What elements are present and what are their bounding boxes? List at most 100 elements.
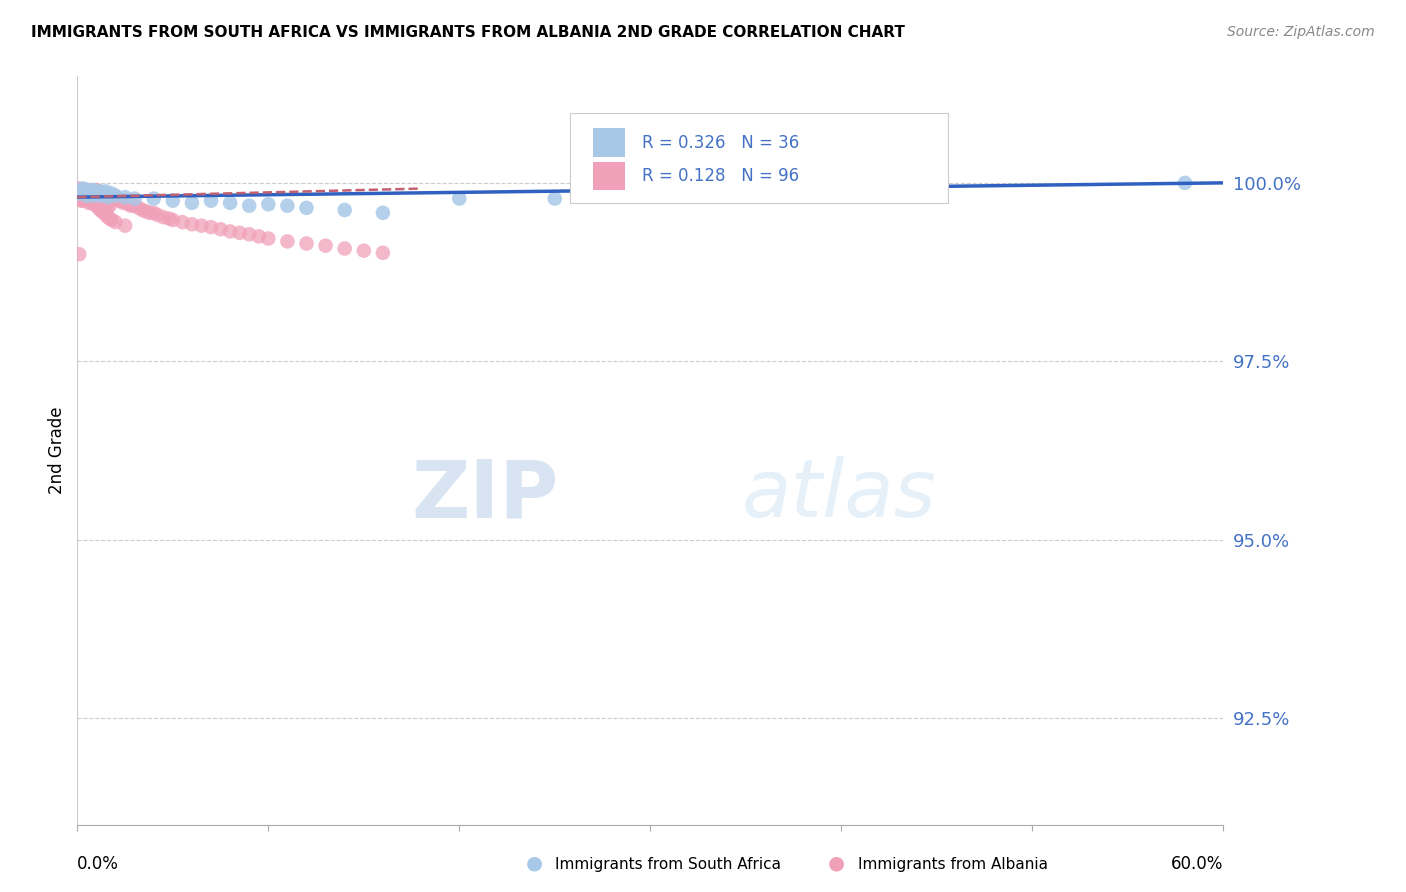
Point [72,194,94,208]
Text: ZIP: ZIP [412,457,558,534]
Text: Source: ZipAtlas.com: Source: ZipAtlas.com [1227,25,1375,39]
Point [83,194,105,208]
Bar [593,128,626,157]
Point [104,188,127,202]
Point [89,185,111,199]
Point [209,222,232,236]
Point [80,194,103,208]
Point [219,195,242,210]
Point [82,194,104,208]
Point [77,192,100,206]
Point [97,210,120,224]
Point [72,183,94,197]
Point [87,185,110,199]
Point [76,190,98,204]
Point [67,247,90,261]
Point [1174,176,1197,190]
Text: ●: ● [828,854,845,872]
Point [162,213,184,227]
Point [86,185,108,199]
Point [172,215,194,229]
Point [98,199,121,213]
Point [114,190,136,204]
Point [98,188,121,202]
Point [131,202,153,217]
Point [135,204,157,219]
Text: atlas: atlas [742,457,936,534]
Point [152,210,174,224]
Point [124,199,146,213]
Point [276,235,298,249]
Point [295,201,318,215]
Y-axis label: 2nd Grade: 2nd Grade [48,407,66,494]
Point [219,224,242,238]
Point [91,204,114,219]
Point [93,186,115,201]
Point [91,195,114,210]
Point [315,238,337,252]
Point [97,190,120,204]
Point [86,188,108,202]
Point [72,185,94,199]
Point [180,195,204,210]
Point [82,183,104,197]
Point [100,186,122,201]
Point [72,186,94,201]
Point [82,185,104,199]
Point [87,186,110,201]
Point [67,186,90,201]
Point [114,194,136,208]
Point [77,195,100,210]
Point [190,219,212,233]
Point [83,185,105,199]
Point [238,199,260,213]
Point [70,185,93,199]
Point [76,188,98,202]
Point [157,211,180,226]
Point [80,192,103,206]
Point [70,194,93,208]
Point [353,244,375,258]
Point [247,229,270,244]
Point [257,197,280,211]
Point [91,188,114,202]
Point [118,197,141,211]
Point [238,227,260,242]
Point [142,206,165,220]
Point [83,197,105,211]
Point [146,208,169,222]
Point [94,186,117,201]
Point [87,192,110,206]
Bar [593,162,626,191]
Point [86,197,108,211]
Point [73,186,96,201]
Point [449,192,471,206]
Point [70,188,93,202]
Point [77,183,100,197]
Text: ●: ● [526,854,543,872]
Point [112,195,135,210]
Point [100,190,122,204]
Point [333,242,356,256]
Point [67,192,90,206]
Point [72,181,94,195]
Point [228,226,250,240]
Point [67,181,90,195]
Point [70,183,93,197]
Point [180,217,204,231]
Text: 0.0%: 0.0% [77,855,120,873]
Point [91,186,114,201]
Point [257,231,280,245]
Point [100,213,122,227]
Point [371,206,394,220]
Point [87,201,110,215]
Point [276,199,298,213]
Point [73,188,96,202]
Point [93,195,115,210]
Point [77,188,100,202]
Point [110,194,132,208]
Point [80,185,103,199]
Text: Immigrants from South Africa: Immigrants from South Africa [555,857,782,872]
Point [104,215,127,229]
Point [70,183,93,197]
